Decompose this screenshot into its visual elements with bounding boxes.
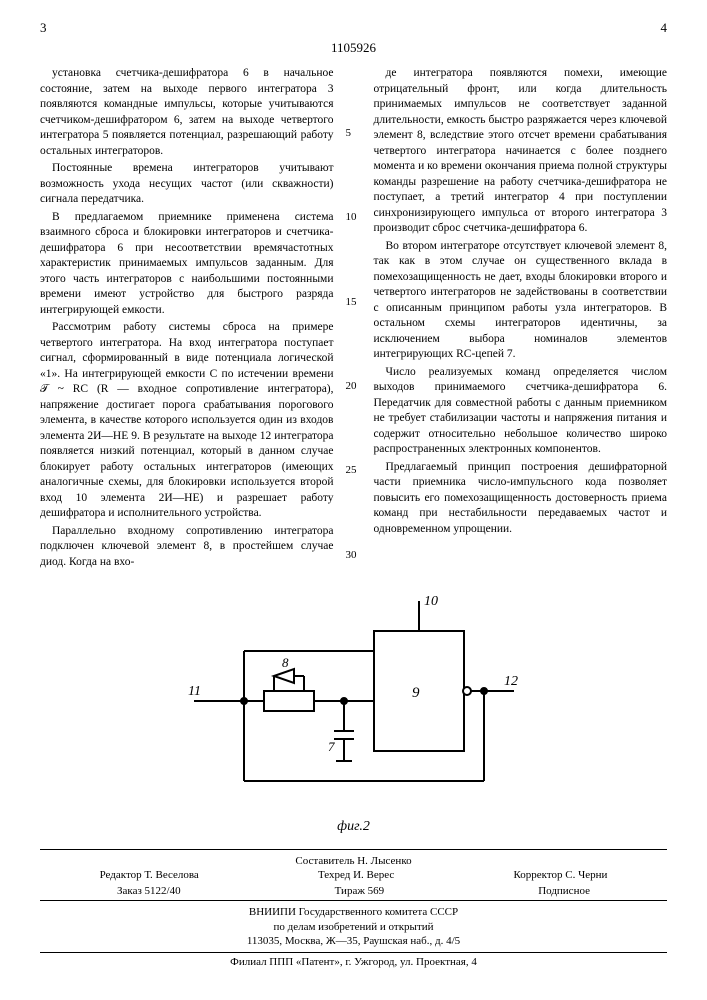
para: Предлагаемый принцип построения дешифрат… [374,460,668,538]
corrector: Корректор С. Черни [513,868,607,882]
circuit-svg: 11 10 12 8 7 9 [184,591,524,811]
sign: Подписное [538,884,590,898]
line-num: 30 [346,548,362,563]
para: Параллельно входному сопротивлению интег… [40,524,334,571]
line-number-gutter: 5 10 15 20 25 30 [346,66,362,573]
figure-label: фиг.2 [40,819,667,835]
comp-label: 9 [412,685,420,701]
page-numbers: 3 4 [40,20,667,36]
page-num-right: 4 [661,20,668,36]
line-num: 15 [346,295,362,310]
line-num: 25 [346,463,362,478]
techred: Техред И. Верес [318,868,394,882]
line-num: 20 [346,379,362,394]
circuit-diagram: 11 10 12 8 7 9 [40,591,667,811]
org-line: по делам изобретений и открытий [40,920,667,934]
para: В предлагаемом приемнике применена систе… [40,210,334,319]
para: Во втором интеграторе отсутствует ключев… [374,239,668,363]
line-num: 5 [346,126,362,141]
text-columns: установка счетчика-дешифратора 6 в начал… [40,66,667,573]
page: 3 4 1105926 установка счетчика-дешифрато… [0,0,707,988]
page-num-left: 3 [40,20,47,36]
footer-filial: Филиал ППП «Патент», г. Ужгород, ул. Про… [40,953,667,968]
comp-label: 7 [328,739,335,754]
pin-label: 10 [424,594,438,609]
footer-org: ВНИИПИ Государственного комитета СССР по… [40,900,667,953]
para: установка счетчика-дешифратора 6 в начал… [40,66,334,159]
org-line: ВНИИПИ Государственного комитета СССР [40,905,667,919]
right-column: де интегратора появляются помехи, имеющи… [374,66,668,573]
left-column: установка счетчика-дешифратора 6 в начал… [40,66,334,573]
pin-label: 12 [504,674,518,689]
line-num: 10 [346,210,362,225]
order: Заказ 5122/40 [117,884,181,898]
org-line: 113035, Москва, Ж—35, Раушская наб., д. … [40,934,667,948]
para: Рассмотрим работу системы сброса на прим… [40,320,334,522]
editor: Редактор Т. Веселова [100,868,199,882]
doc-number: 1105926 [40,40,667,56]
composer: Составитель Н. Лысенко [40,854,667,868]
para: Постоянные времена интеграторов учитываю… [40,161,334,208]
tirazh: Тираж 569 [335,884,385,898]
comp-label: 8 [282,655,289,670]
pin-label: 11 [188,684,201,699]
para: де интегратора появляются помехи, имеющи… [374,66,668,237]
para: Число реализуемых команд определяется чи… [374,365,668,458]
credits-block: Составитель Н. Лысенко Редактор Т. Весел… [40,849,667,899]
